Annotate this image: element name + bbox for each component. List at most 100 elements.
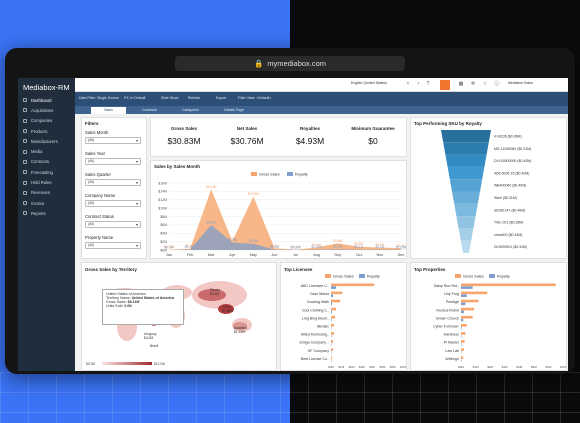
sidebar-item-revenues[interactable]: Revenues [18,188,75,198]
tab-contracts[interactable]: Contracts [142,108,157,112]
x-tick-label: $0M [458,365,464,369]
bar-royalty [461,318,464,322]
app-logo: Mediabox-RM [23,83,70,92]
sidebar-item-dashboard[interactable]: Dashboard [18,95,75,105]
grid-icon[interactable]: ▦ [458,81,464,87]
sidebar-nav: Dashboard Acquisitions Companies Products Ma… [18,95,75,219]
sidebar-item-companies[interactable]: Companies [18,116,75,126]
category-label: Emigo Company .. [299,341,329,345]
data-label: $12.8M [248,192,259,196]
date-filter[interactable]: Date Filter: Single Source [79,96,119,100]
help-icon[interactable]: ? [426,81,430,87]
tab-sales[interactable]: Sales [91,107,126,114]
y-tick-label: $2M [160,240,167,244]
sidebar-item-forecasting[interactable]: Forecasting [18,167,75,177]
y-tick-label: $0M [160,248,167,252]
tooltip-territory-label: Territory Name: [106,296,131,300]
y-tick-label: $4M [160,232,167,236]
refresh-button[interactable]: Refresh [188,96,201,100]
star-icon[interactable]: ☆ [482,81,488,87]
info-icon[interactable]: ⓘ [494,81,500,87]
bar-royalty [331,310,333,314]
export-button[interactable]: Export [216,96,227,100]
bar-royalty [331,326,332,330]
bar-gross [461,324,467,327]
data-label: $0.4M [270,244,279,248]
sidebar-item-label: Companies [31,118,53,124]
data-label: $0.3M [186,244,195,248]
scale-max: $12.0M [154,362,165,366]
bar-royalty [331,302,333,306]
map-label: Australia [234,326,247,330]
user-menu[interactable]: Mediabox Sales [508,81,533,85]
sidebar-item-reports[interactable]: Reports [18,208,75,218]
url-text: mymediabox.com [267,59,327,68]
bar-gross [461,348,464,351]
data-label: $0.02M [290,245,301,249]
sales-by-month-chart: Sales by Sales Month Gross Sales Royalty $0… [154,164,407,257]
filter-select[interactable]: (All) [85,221,141,228]
language-select[interactable]: English (United States) [351,81,387,85]
data-label: $0.1M [375,245,384,249]
legend-label: Royalty [497,275,510,279]
filter-view-select[interactable]: Filter View: <Default> [238,96,272,100]
sidebar-item-manufacturers[interactable]: Manufacturers [18,136,75,146]
sidebar-item-label: Products [31,128,48,134]
color-scale [102,362,152,365]
funnel-label: cdna400 ($0.34M) [494,233,522,237]
kpi-value: $30.76M [230,136,264,146]
bar-royalty [331,318,332,322]
kpi-value: $30.83M [167,136,201,146]
data-label: $0.10M [185,245,196,249]
tooltip-units-label: Units Sold: [106,304,124,308]
fx-select[interactable]: FX: In Default [124,96,146,100]
data-label: $0.6M [312,243,321,247]
filter-select[interactable]: (All) [85,242,141,249]
settings-icon[interactable]: ✲ [470,81,476,87]
x-tick-label: Jan [166,253,172,257]
chart-icon[interactable]: ≈ [406,81,410,87]
legend-swatch [287,172,293,176]
category-label: Cool Clothing C.. [302,308,329,312]
bar-gross [461,307,475,311]
bell-icon[interactable]: ◔ [416,81,420,87]
sidebar-item-media[interactable]: Media [18,146,75,156]
x-tick-label: $4M [369,365,375,369]
x-tick-label: Jul [293,253,298,257]
tab-categories[interactable]: Categories [182,108,199,112]
data-label: $6.0M [207,220,216,224]
home-button[interactable] [440,80,450,90]
map-label: Brazil [150,344,159,348]
tab-details-page[interactable]: Details Page [224,108,244,112]
sidebar-item-acquisitions[interactable]: Acquisitions [18,105,75,115]
x-tick-label: $2M [487,365,493,369]
url-bar[interactable]: 🔒 mymediabox.com [175,56,405,71]
data-label: $0.8M [354,242,363,246]
category-label: Prestige [446,300,459,304]
sidebar-item-contracts[interactable]: Contracts [18,157,75,167]
category-label: Illenatic [317,325,329,329]
nav-icon [23,159,27,164]
funnel-label: SE081247 ($0.46M) [494,208,525,212]
data-label: $0.0M [165,246,174,250]
filter-select[interactable]: (All) [85,179,141,186]
bar-royalty [461,351,462,354]
area-royalty [169,224,401,250]
sidebar-item-hold-rules[interactable]: Hold Rules [18,177,75,187]
funnel-segment [454,203,478,217]
bar-royalty [461,302,466,306]
nav-icon [23,180,27,185]
top-properties-panel: Top Properties Gross Sales Royalty $0M $1M $2… [410,262,567,371]
slide-show-button[interactable]: Slide Show [161,96,179,100]
filter-select[interactable]: (All) [85,200,141,207]
sidebar-item-invoice[interactable]: Invoice [18,198,75,208]
bar-royalty [461,294,467,297]
filter-select[interactable]: (All) [85,137,141,144]
filter-select[interactable]: (All) [85,158,141,165]
bar-gross [331,332,335,335]
top-licensee-panel: Top Licensee Gross Sales Royalty $0M $1M $2M $… [280,262,407,371]
y-tick-label: $6M [160,223,167,227]
tooltip-units: 0.0K [124,304,132,308]
sidebar-item-products[interactable]: Products [18,126,75,136]
x-tick-label: $1M [338,365,344,369]
